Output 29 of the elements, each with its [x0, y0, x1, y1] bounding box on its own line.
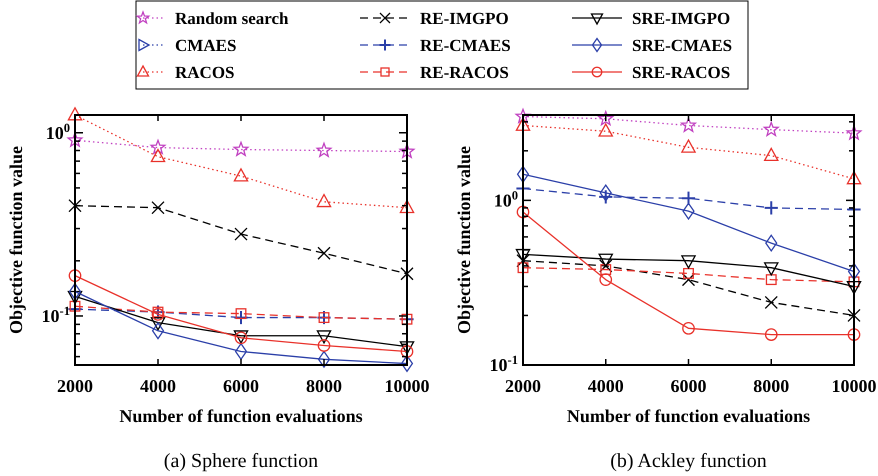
x-tick-label: 8000 — [306, 376, 342, 396]
legend-label: Random search — [175, 9, 290, 28]
legend-label: SRE-RACOS — [632, 63, 730, 82]
x-tick-label: 6000 — [670, 376, 706, 396]
legend-label: RE-IMGPO — [420, 9, 509, 28]
x-tick-label: 10000 — [384, 376, 430, 396]
legend-label: SRE-IMGPO — [632, 9, 730, 28]
x-tick-label: 4000 — [588, 376, 624, 396]
y-tick-label: 10$^{-1}$ — [42, 304, 70, 326]
y-tick-label: 10$^{0}$ — [494, 188, 518, 210]
x-tick-label: 10000 — [832, 376, 876, 396]
y-axis-title: Objective function value — [6, 146, 26, 334]
legend-label: RE-RACOS — [420, 63, 509, 82]
x-tick-label: 2000 — [505, 376, 541, 396]
legend-label: CMAES — [175, 36, 236, 55]
y-tick-label: 10$^{-1}$ — [490, 353, 518, 375]
x-tick-label: 2000 — [57, 376, 93, 396]
y-axis-title: Objective function value — [454, 146, 474, 334]
y-tick-label: 10$^{0}$ — [46, 120, 70, 143]
x-tick-label: 6000 — [223, 376, 259, 396]
text: (a) Sphere function — [164, 450, 318, 472]
legend-label: SRE-CMAES — [632, 36, 732, 55]
legend-label: RE-CMAES — [420, 36, 511, 55]
x-axis-title: Number of function evaluations — [566, 406, 810, 426]
x-tick-label: 8000 — [753, 376, 790, 396]
x-tick-label: 4000 — [140, 376, 176, 396]
x-axis-title: Number of function evaluations — [119, 406, 363, 426]
text: (b) Ackley function — [610, 450, 767, 472]
legend-label: RACOS — [175, 63, 235, 82]
